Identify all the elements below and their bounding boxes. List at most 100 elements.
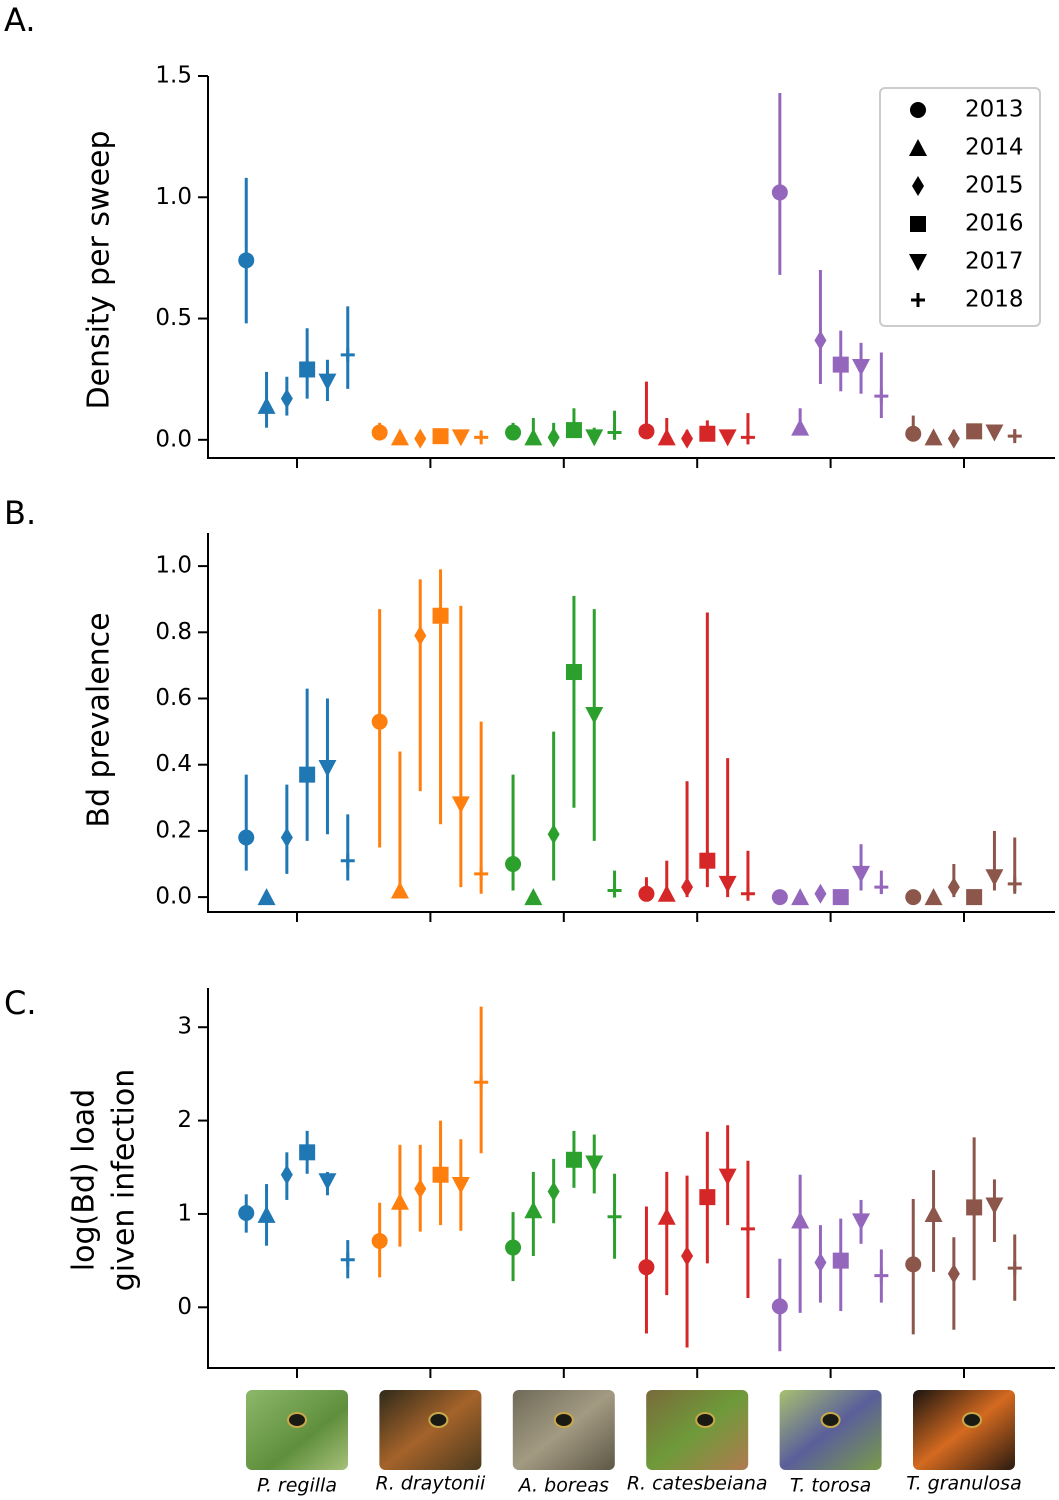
marker bbox=[771, 889, 788, 906]
marker bbox=[340, 1252, 355, 1267]
marker bbox=[874, 880, 889, 895]
marker bbox=[905, 425, 922, 442]
marker bbox=[985, 1197, 1004, 1215]
marker bbox=[474, 866, 489, 881]
species-label: T. granulosa bbox=[906, 1473, 1021, 1495]
marker bbox=[638, 1259, 655, 1276]
species-label: A. boreas bbox=[517, 1475, 609, 1497]
marker bbox=[340, 347, 355, 362]
marker bbox=[280, 827, 293, 848]
marker bbox=[681, 1245, 694, 1266]
y-tick-label: 1.0 bbox=[155, 184, 192, 210]
marker bbox=[547, 824, 560, 845]
marker bbox=[924, 1204, 943, 1222]
marker bbox=[791, 1211, 810, 1229]
marker bbox=[280, 388, 293, 409]
marker bbox=[740, 886, 755, 901]
marker bbox=[1007, 1261, 1022, 1276]
marker bbox=[832, 356, 849, 373]
marker bbox=[905, 1256, 922, 1273]
y-tick-label: 1.0 bbox=[155, 553, 192, 579]
species-photo bbox=[646, 1390, 749, 1470]
marker bbox=[985, 424, 1004, 442]
legend-marker bbox=[912, 176, 924, 196]
marker bbox=[505, 856, 522, 873]
marker bbox=[966, 423, 983, 440]
panel-label: B. bbox=[4, 494, 36, 532]
marker bbox=[905, 889, 922, 906]
marker bbox=[699, 1189, 716, 1206]
marker bbox=[638, 885, 655, 902]
marker bbox=[947, 1263, 960, 1284]
marker bbox=[585, 707, 604, 725]
y-tick-label: 0 bbox=[177, 1294, 192, 1320]
y-tick-label: 1 bbox=[177, 1200, 192, 1226]
marker bbox=[699, 852, 716, 869]
marker bbox=[280, 1164, 293, 1185]
species-photo bbox=[379, 1390, 482, 1470]
marker bbox=[505, 424, 522, 441]
marker bbox=[505, 1239, 522, 1256]
marker bbox=[740, 430, 755, 445]
legend-label: 2015 bbox=[965, 173, 1024, 199]
marker bbox=[524, 428, 543, 446]
marker bbox=[414, 625, 427, 646]
marker bbox=[832, 889, 849, 906]
marker bbox=[371, 713, 388, 730]
marker bbox=[1007, 429, 1022, 444]
y-axis-label: Bd prevalence bbox=[82, 612, 117, 827]
species-label: R. draytonii bbox=[376, 1473, 486, 1495]
species-label: T. torosa bbox=[790, 1475, 871, 1497]
marker bbox=[371, 424, 388, 441]
marker bbox=[585, 429, 604, 447]
marker bbox=[924, 428, 943, 446]
marker bbox=[791, 418, 810, 436]
species-label: P. regilla bbox=[257, 1475, 337, 1497]
marker bbox=[474, 1075, 489, 1090]
marker bbox=[299, 1144, 316, 1161]
y-tick-label: 0.8 bbox=[155, 619, 192, 645]
marker bbox=[699, 425, 716, 442]
marker bbox=[371, 1233, 388, 1250]
marker bbox=[547, 427, 560, 448]
marker bbox=[832, 1252, 849, 1269]
marker bbox=[874, 1268, 889, 1283]
species-eye bbox=[553, 1412, 574, 1428]
marker bbox=[451, 429, 470, 447]
y-tick-label: 1.5 bbox=[155, 63, 192, 89]
marker bbox=[565, 664, 582, 681]
marker bbox=[814, 330, 827, 351]
marker bbox=[318, 373, 337, 391]
legend-marker bbox=[909, 254, 927, 271]
marker bbox=[474, 430, 489, 445]
y-tick-label: 0.4 bbox=[155, 751, 192, 777]
marker bbox=[718, 875, 737, 893]
marker bbox=[852, 359, 871, 377]
marker bbox=[852, 865, 871, 883]
marker bbox=[814, 883, 827, 904]
marker bbox=[299, 361, 316, 378]
marker bbox=[390, 1192, 409, 1210]
species-eye bbox=[287, 1412, 307, 1428]
marker bbox=[414, 428, 427, 449]
marker bbox=[947, 428, 960, 449]
marker bbox=[547, 1181, 560, 1202]
species-photo bbox=[246, 1390, 348, 1470]
marker bbox=[318, 760, 337, 778]
y-tick-label: 0.6 bbox=[155, 685, 192, 711]
marker bbox=[607, 425, 622, 440]
marker bbox=[414, 1178, 427, 1199]
panel-label: C. bbox=[4, 984, 37, 1022]
marker bbox=[524, 1201, 543, 1219]
species-label: R. catesbeiana bbox=[627, 1473, 768, 1495]
marker bbox=[238, 252, 255, 269]
marker bbox=[718, 429, 737, 447]
marker bbox=[874, 389, 889, 404]
legend-marker bbox=[910, 102, 926, 118]
legend-label: 2017 bbox=[965, 249, 1024, 275]
y-tick-label: 3 bbox=[177, 1014, 192, 1040]
legend-marker bbox=[910, 216, 926, 232]
marker bbox=[390, 428, 409, 446]
